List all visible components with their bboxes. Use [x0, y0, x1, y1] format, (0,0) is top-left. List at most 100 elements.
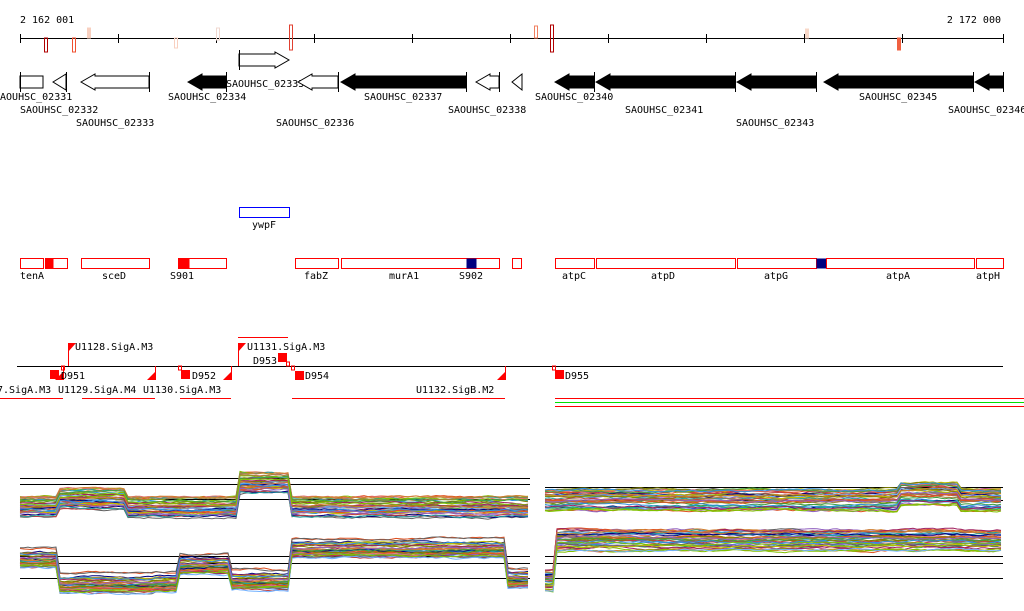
ruler-start-label: 2 162 001 — [20, 15, 74, 26]
expression-line — [544, 498, 1002, 508]
annotation-label: S901 — [170, 271, 194, 282]
gene-unnamed[interactable] — [511, 72, 523, 92]
terminator-square-icon — [295, 371, 304, 380]
annotation-atph[interactable]: atpH — [976, 258, 1004, 283]
annotation-box[interactable] — [596, 258, 736, 269]
ruler-mark[interactable] — [216, 27, 220, 41]
expression-line — [19, 536, 529, 575]
annotation-label: atpC — [562, 271, 586, 282]
gene-arrow[interactable] — [822, 73, 974, 91]
gene-label: SAOUHSC_02343 — [736, 118, 814, 129]
expression-line — [544, 538, 1002, 583]
ruler-mark[interactable] — [87, 27, 91, 39]
annotation-box[interactable] — [737, 258, 817, 269]
ruler-mark[interactable] — [550, 24, 554, 53]
terminator-label: D955 — [565, 371, 589, 382]
gene-arrow[interactable] — [735, 73, 817, 91]
gene-arrow[interactable] — [553, 73, 595, 91]
gene-saouhsc_02345[interactable]: SAOUHSC_02345 — [822, 72, 974, 103]
gene-arrow[interactable] — [594, 73, 736, 91]
promoter-flag-icon — [497, 372, 505, 380]
feature-box[interactable] — [239, 207, 290, 218]
gene-arrow[interactable] — [339, 73, 467, 91]
annotation-box[interactable] — [976, 258, 1004, 269]
promoter-flag-icon — [147, 372, 155, 380]
ruler-mark[interactable] — [44, 37, 48, 53]
annotation-unnamed[interactable] — [512, 258, 522, 269]
annotation-sced[interactable]: sceD — [81, 258, 150, 283]
gene-saouhsc_02337[interactable]: SAOUHSC_02337 — [339, 72, 467, 103]
expression-line — [19, 486, 529, 515]
promoter-u1129.siga.m4[interactable]: U1129.SigA.M4 — [58, 366, 156, 396]
ruler-mark[interactable] — [805, 28, 809, 39]
gene-arrow[interactable] — [186, 73, 227, 91]
gene-arrow[interactable] — [52, 73, 67, 91]
expression-line — [544, 493, 1002, 504]
feature-ywpf[interactable]: ywpF — [239, 207, 290, 232]
annotation-unnamed[interactable] — [45, 258, 68, 269]
gene-saouhsc_02338[interactable]: SAOUHSC_02338 — [448, 72, 526, 116]
terminator-d954[interactable]: D954 — [291, 365, 330, 382]
annotation-atpg[interactable]: atpG — [737, 258, 827, 283]
annotation-fabz[interactable]: fabZ — [295, 258, 339, 283]
gene-arrow[interactable] — [238, 51, 291, 69]
gene-saouhsc_02343[interactable]: SAOUHSC_02343 — [735, 72, 817, 129]
annotation-box[interactable] — [555, 258, 595, 269]
gene-arrow[interactable] — [474, 73, 500, 91]
promoter-u1128.siga.m3[interactable]: U1128.SigA.M3 — [68, 342, 153, 366]
expression-line — [544, 547, 1002, 591]
promoter-u1132.sigb.m2[interactable]: U1132.SigB.M2 — [416, 366, 506, 396]
annotation-atpa[interactable]: atpA — [826, 258, 975, 283]
ruler-mark[interactable] — [72, 37, 76, 53]
gene-saouhsc_02341[interactable]: SAOUHSC_02341 — [594, 72, 736, 116]
promoter-terminator-track: U1128.SigA.M3 7.SigA.M3 U1129.SigA.M4 U1130… — [0, 337, 1024, 407]
annotation-atpc[interactable]: atpC — [555, 258, 595, 283]
gene-arrow[interactable] — [79, 73, 150, 91]
gene-saouhsc_02340[interactable]: SAOUHSC_02340 — [535, 72, 613, 103]
ruler-mark[interactable] — [289, 24, 293, 51]
gene-saouhsc_02336[interactable]: SAOUHSC_02336 — [276, 72, 354, 129]
expression-line — [544, 482, 1002, 493]
annotation-box[interactable] — [20, 258, 44, 269]
promoter-u1131.siga.m3[interactable]: U1131.SigA.M3 — [238, 342, 325, 366]
ruler-mark[interactable] — [534, 25, 538, 39]
terminator-d952[interactable]: D952 — [178, 365, 217, 382]
gene-saouhsc_02335[interactable]: SAOUHSC_02335 — [226, 50, 304, 90]
terminator-d955[interactable]: D955 — [552, 365, 590, 382]
gene-label: SAOUHSC_02346 — [948, 105, 1024, 116]
annotation-box[interactable] — [81, 258, 150, 269]
terminator-d953[interactable]: D953 — [253, 353, 290, 367]
annotation-s901[interactable]: S901 — [170, 258, 227, 283]
expression-line — [544, 498, 1002, 510]
terminator-d951[interactable]: D951 — [50, 365, 85, 382]
annotation-tena[interactable]: tenA — [20, 258, 44, 283]
expression-line — [19, 541, 529, 581]
gene-arrow[interactable] — [19, 75, 44, 89]
gene-saouhsc_02332[interactable]: SAOUHSC_02332 — [20, 72, 98, 116]
terminator-marker — [178, 365, 182, 371]
ruler-mark[interactable] — [897, 37, 901, 51]
annotation-s902[interactable]: S902 — [459, 258, 483, 283]
annotation-box[interactable] — [826, 258, 975, 269]
promoter-label: U1130.SigA.M3 — [143, 385, 221, 396]
annotation-box[interactable] — [512, 258, 522, 269]
gene-arrow[interactable] — [511, 72, 523, 92]
gene-saouhsc_02331[interactable]: SAOUHSC_02331 — [0, 72, 72, 103]
gene-saouhsc_02346[interactable]: SAOUHSC_02346 — [948, 72, 1024, 116]
expression-line — [19, 475, 529, 503]
expression-line — [19, 554, 529, 595]
expression-line — [20, 478, 529, 506]
annotation-label: sceD — [102, 271, 126, 282]
gene-saouhsc_02333[interactable]: SAOUHSC_02333 — [76, 72, 154, 129]
gene-saouhsc_02334[interactable]: SAOUHSC_02334 — [168, 72, 246, 103]
expression-line — [544, 488, 1002, 499]
annotation-box[interactable] — [295, 258, 339, 269]
annotation-highlight — [178, 258, 190, 269]
annotation-atpd[interactable]: atpD — [596, 258, 736, 283]
annotation-box[interactable] — [341, 258, 500, 269]
gene-label: SAOUHSC_02335 — [226, 79, 304, 90]
gene-arrow[interactable] — [973, 73, 1004, 91]
ruler-mark[interactable] — [174, 37, 178, 49]
promoter-u1130.siga.m3[interactable]: U1130.SigA.M3 — [143, 366, 232, 396]
